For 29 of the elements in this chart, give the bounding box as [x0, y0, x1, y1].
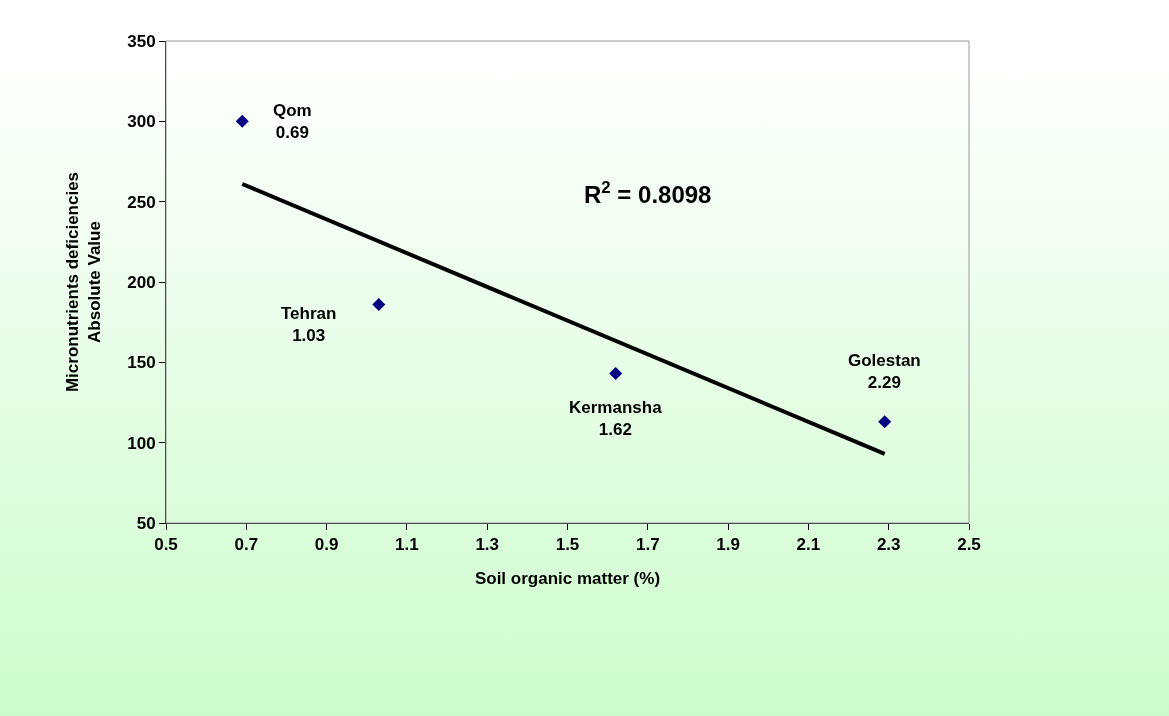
point [609, 367, 623, 381]
x-tick-label: 1.3 [475, 535, 500, 555]
annotation: Kermansha 1.62 [569, 398, 663, 440]
x-axis-title: Soil organic matter (%) [474, 568, 661, 588]
x-tick-label: 2.3 [876, 535, 901, 555]
y-tick-label: 50 [136, 513, 156, 533]
y-axis-title: Micronutrients deficiencies Absolute Value [62, 171, 104, 393]
point [235, 114, 249, 128]
x-tick-label: 1.7 [635, 535, 660, 555]
annotation: Qom 0.69 [273, 101, 312, 143]
point [878, 415, 892, 429]
x-tick-label: 0.9 [314, 535, 339, 555]
y-tick-label: 250 [127, 192, 156, 212]
y-tick-label: 200 [127, 272, 156, 292]
x-tick-label: 0.5 [154, 535, 178, 555]
x-tick-label: 1.5 [555, 535, 580, 555]
y-tick-label: 150 [127, 353, 156, 373]
point [372, 297, 386, 311]
x-tick-label: 1.1 [395, 535, 419, 555]
y-tick-label: 100 [127, 433, 156, 453]
y-tick-label: 300 [127, 112, 156, 132]
x-tick-label: 0.7 [234, 535, 259, 555]
annotation: Tehran 1.03 [281, 304, 337, 346]
x-tick-label: 2.1 [796, 535, 821, 555]
x-tick-label: 1.9 [716, 535, 740, 555]
annotation: R$^{2}$ = 0.8098 [584, 178, 712, 209]
y-tick-label: 350 [127, 31, 156, 51]
annotation: Golestan 2.29 [848, 351, 921, 393]
x-tick-label: 2.5 [957, 535, 981, 555]
